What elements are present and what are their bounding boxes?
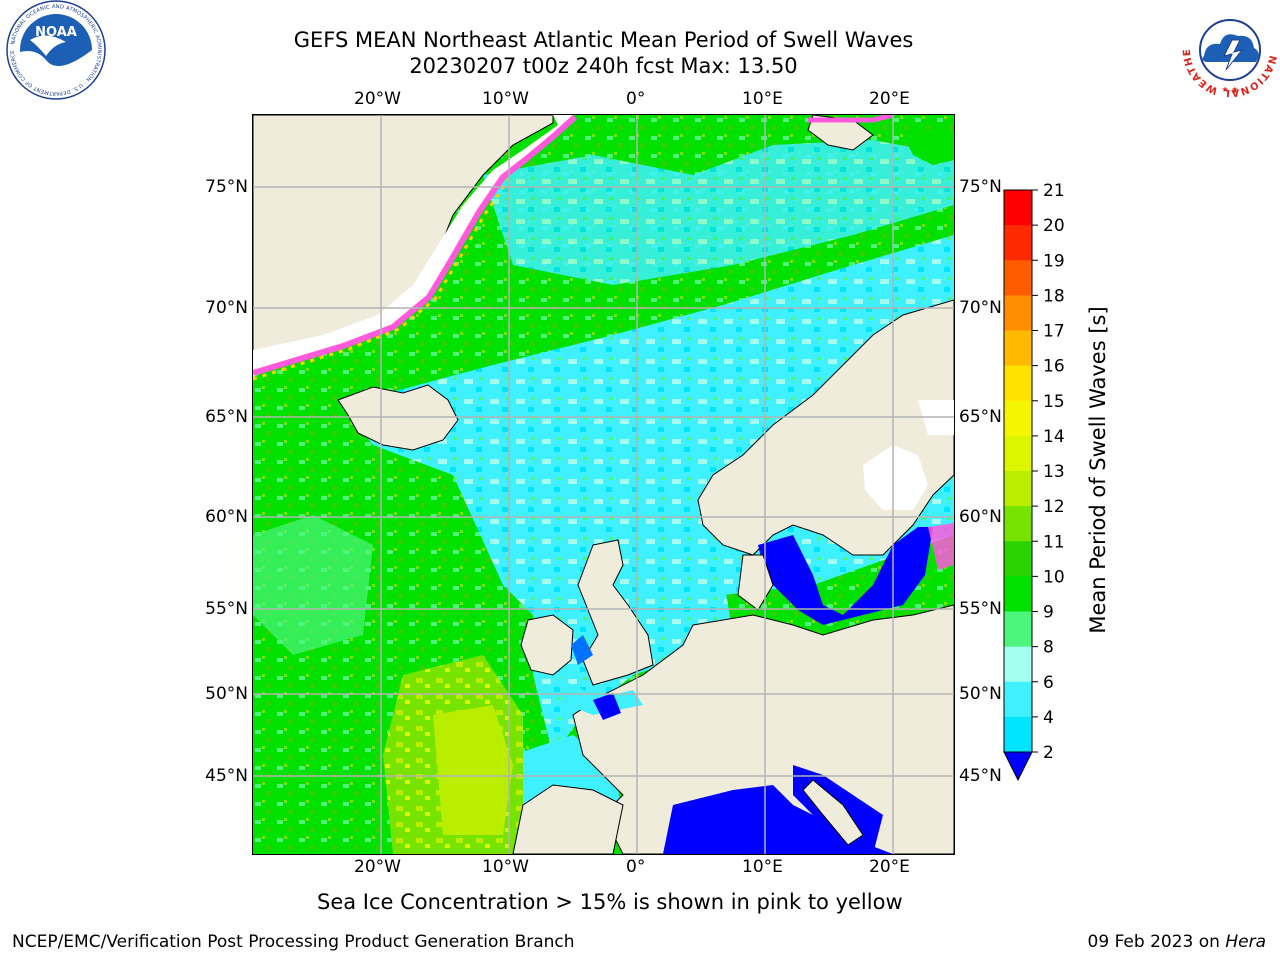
italy-land [802,779,864,846]
map-svg [253,115,954,854]
lat-label-right-55n: 55°N [959,599,1002,619]
lat-label-right-50n: 50°N [959,684,1002,704]
colorbar-segment [1004,611,1032,648]
map-area [253,115,954,854]
ocean-swell-cyan [343,235,954,635]
colorbar-tick-label: 10 [1043,567,1065,587]
lat-label-right-65n: 65°N [959,407,1002,427]
lat-label-right-75n: 75°N [959,177,1002,197]
colorbar-segment [1004,716,1032,753]
colorbar-segment [1004,260,1032,296]
colorbar-tick-label: 16 [1043,357,1065,377]
generation-host: Hera [1225,932,1266,952]
colorbar-segment [1004,646,1032,683]
colorbar-tick-label: 2 [1043,743,1054,763]
colorbar-title: Mean Period of Swell Waves [s] [1086,306,1110,634]
colorbar-segment [1004,330,1032,367]
lat-label-right-70n: 70°N [959,298,1002,318]
gulf-bothnia-ice [863,445,928,510]
lat-label-right-45n: 45°N [959,766,1002,786]
colorbar-tick-label: 13 [1043,462,1065,482]
lon-label-top-20e: 20°E [869,89,910,109]
producer-credit: NCEP/EMC/Verification Post Processing Pr… [12,932,575,952]
lon-label-bottom-10w: 10°W [482,857,529,877]
ocean-swell-lightgreen [253,515,373,655]
colorbar-tick-label: 12 [1043,497,1065,517]
colorbar-segment [1004,225,1032,261]
colorbar-tick-label: 15 [1043,392,1065,412]
lat-label-left-45n: 45°N [205,766,248,786]
continental-europe-land [572,604,954,854]
lat-label-left-65n: 65°N [205,407,248,427]
lat-label-left-60n: 60°N [205,507,248,527]
colorbar-tick-label: 9 [1043,603,1054,623]
noaa-logo: NATIONAL OCEANIC AND ATMOSPHERIC ADMINIS… [6,0,106,104]
lon-label-top-10w: 10°W [482,89,529,109]
colorbar-underflow-triangle [1003,751,1033,782]
svg-text:★ ★: ★ ★ [1222,85,1239,94]
colorbar-tick-label: 11 [1043,532,1065,552]
colorbar-tick-label: 18 [1043,286,1065,306]
graticule [253,115,954,854]
ocean-swell-cyan-north [483,140,954,285]
colorbar-tick-label: 6 [1043,673,1054,693]
lon-label-bottom-20w: 20°W [354,857,401,877]
lat-label-left-70n: 70°N [205,298,248,318]
colorbar-segment [1004,295,1032,331]
colorbar-segment [1004,506,1032,542]
lon-label-bottom-20e: 20°E [869,857,910,877]
lon-label-top-0: 0° [626,89,646,109]
colorbar: 21 20 19 18 17 16 15 14 13 12 11 10 9 8 6 4 2 [1003,181,1065,782]
baltic-ice [928,523,954,570]
sea-ice-footnote: Sea Ice Concentration > 15% is shown in … [317,890,903,914]
colorbar-segment [1004,471,1032,507]
iberia-land [512,784,624,854]
map-title: GEFS MEAN Northeast Atlantic Mean Period… [293,28,914,52]
colorbar-segment [1004,400,1032,437]
generation-date: 09 Feb 2023 on Hera [1088,932,1266,952]
svalbard-ice-edge [808,115,894,123]
lat-label-left-75n: 75°N [205,177,248,197]
biscay-lowswell [593,693,621,720]
colorbar-tick-label: 14 [1043,427,1065,447]
colorbar-segment [1004,681,1032,718]
colorbar-tick-label: 20 [1043,216,1065,236]
colorbar-tick-label: 4 [1043,708,1054,728]
colorbar-tick-label: 17 [1043,322,1065,342]
lat-label-left-50n: 50°N [205,684,248,704]
ireland-land [520,614,574,676]
lat-label-right-60n: 60°N [959,507,1002,527]
sea-ice-edge-yellow [253,178,511,381]
generation-date-text: 09 Feb 2023 on [1087,932,1226,952]
lat-label-left-55n: 55°N [205,599,248,619]
ocean-swell-peak [433,705,513,835]
irish-sea-swell [571,635,593,665]
lon-label-top-10e: 10°E [742,89,783,109]
colorbar-segment [1004,190,1032,226]
sea-ice-edge-pink [253,115,578,376]
colorbar-segment [1004,541,1032,577]
svg-text:NOAA: NOAA [35,25,77,40]
nws-logo: NATIONAL WEATHER SERVICE ★ ★ [1176,0,1280,104]
ocean-east-green [903,130,954,165]
colorbar-segment [1004,576,1032,612]
english-channel-swell [553,675,643,715]
baltic-sea-lowswell [758,527,933,625]
great-britain-land [577,539,654,686]
colorbar-segment [1004,435,1032,472]
colorbar-tick-label: 19 [1043,251,1065,271]
lon-label-bottom-0: 0° [626,857,646,877]
colorbar-tick-label: 8 [1043,638,1054,658]
colorbar-segment [1004,365,1032,402]
sea-ice-region [253,115,573,377]
map-subtitle: 20230207 t00z 240h fcst Max: 13.50 [409,54,798,78]
lon-label-top-20w: 20°W [354,89,401,109]
lon-label-bottom-10e: 10°E [742,857,783,877]
colorbar-tick-label: 21 [1043,181,1065,201]
